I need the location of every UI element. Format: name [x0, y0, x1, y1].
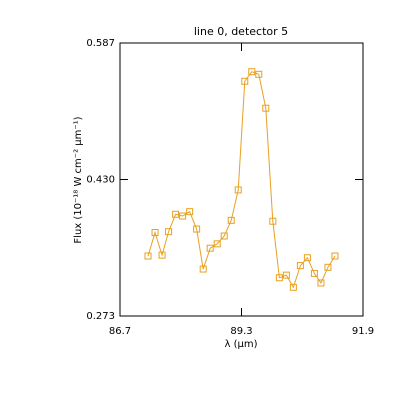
data-point [199, 265, 207, 273]
data-point [165, 228, 173, 236]
data-point [213, 240, 221, 248]
data-point [220, 232, 228, 240]
data-point [193, 225, 201, 233]
data-line [147, 71, 336, 289]
data-point [262, 104, 270, 112]
y-tick-label: 0.430 [86, 175, 115, 186]
y-axis-label: Flux (10⁻¹⁸ W cm⁻² μm⁻¹) [73, 116, 84, 243]
data-point [179, 212, 187, 220]
x-tick-label: 86.7 [109, 326, 131, 337]
data-point [269, 217, 277, 225]
data-point [255, 70, 263, 78]
data-point [331, 252, 339, 260]
data-point [151, 229, 159, 237]
y-tick-label: 0.587 [86, 38, 115, 49]
data-point [275, 274, 283, 282]
data-point [158, 251, 166, 259]
data-point [227, 216, 235, 224]
data-point [310, 269, 318, 277]
data-point [317, 279, 325, 287]
data-point [248, 68, 256, 76]
x-tick-label: 91.9 [352, 326, 374, 337]
data-point [144, 252, 152, 260]
x-axis-label: λ (μm) [224, 339, 257, 350]
chart-title: line 0, detector 5 [194, 25, 288, 38]
data-point [234, 186, 242, 194]
data-point [282, 271, 290, 279]
data-point [172, 210, 180, 218]
data-point [241, 77, 249, 85]
data-point [186, 208, 194, 216]
x-tick-label: 89.3 [230, 326, 252, 337]
data-point [303, 254, 311, 262]
data-point [206, 244, 214, 252]
data-point [289, 283, 297, 291]
data-point [324, 263, 332, 271]
y-tick-label: 0.273 [86, 311, 115, 322]
data-point [296, 262, 304, 270]
